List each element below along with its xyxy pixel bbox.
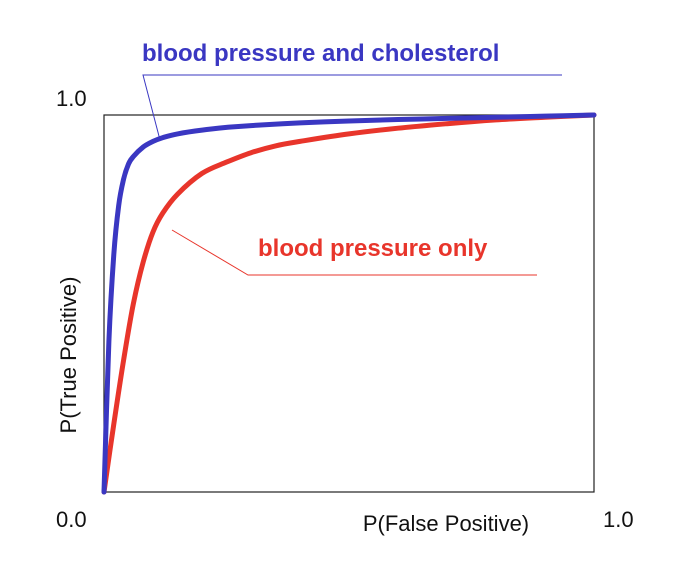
- plot-frame: [103, 114, 595, 493]
- x-axis-title: P(False Positive): [363, 511, 529, 536]
- annotation-leader-blood-pressure-and-cholesterol: [142, 74, 562, 141]
- x-tick-label-max: 1.0: [603, 507, 634, 532]
- annotation-label-blood-pressure-and-cholesterol: blood pressure and cholesterol: [142, 40, 499, 67]
- annotation-label-blood-pressure-only: blood pressure only: [258, 235, 488, 262]
- y-axis-title: P(True Positive): [56, 277, 81, 434]
- series-blood-pressure-only-line: [101, 112, 597, 495]
- x-tick-label-min: 0.0: [56, 507, 87, 532]
- y-tick-label-max: 1.0: [56, 86, 87, 111]
- annotation-leader-blood-pressure-only: [171, 229, 537, 276]
- series-blood-pressure-and-cholesterol-line: [101, 112, 597, 495]
